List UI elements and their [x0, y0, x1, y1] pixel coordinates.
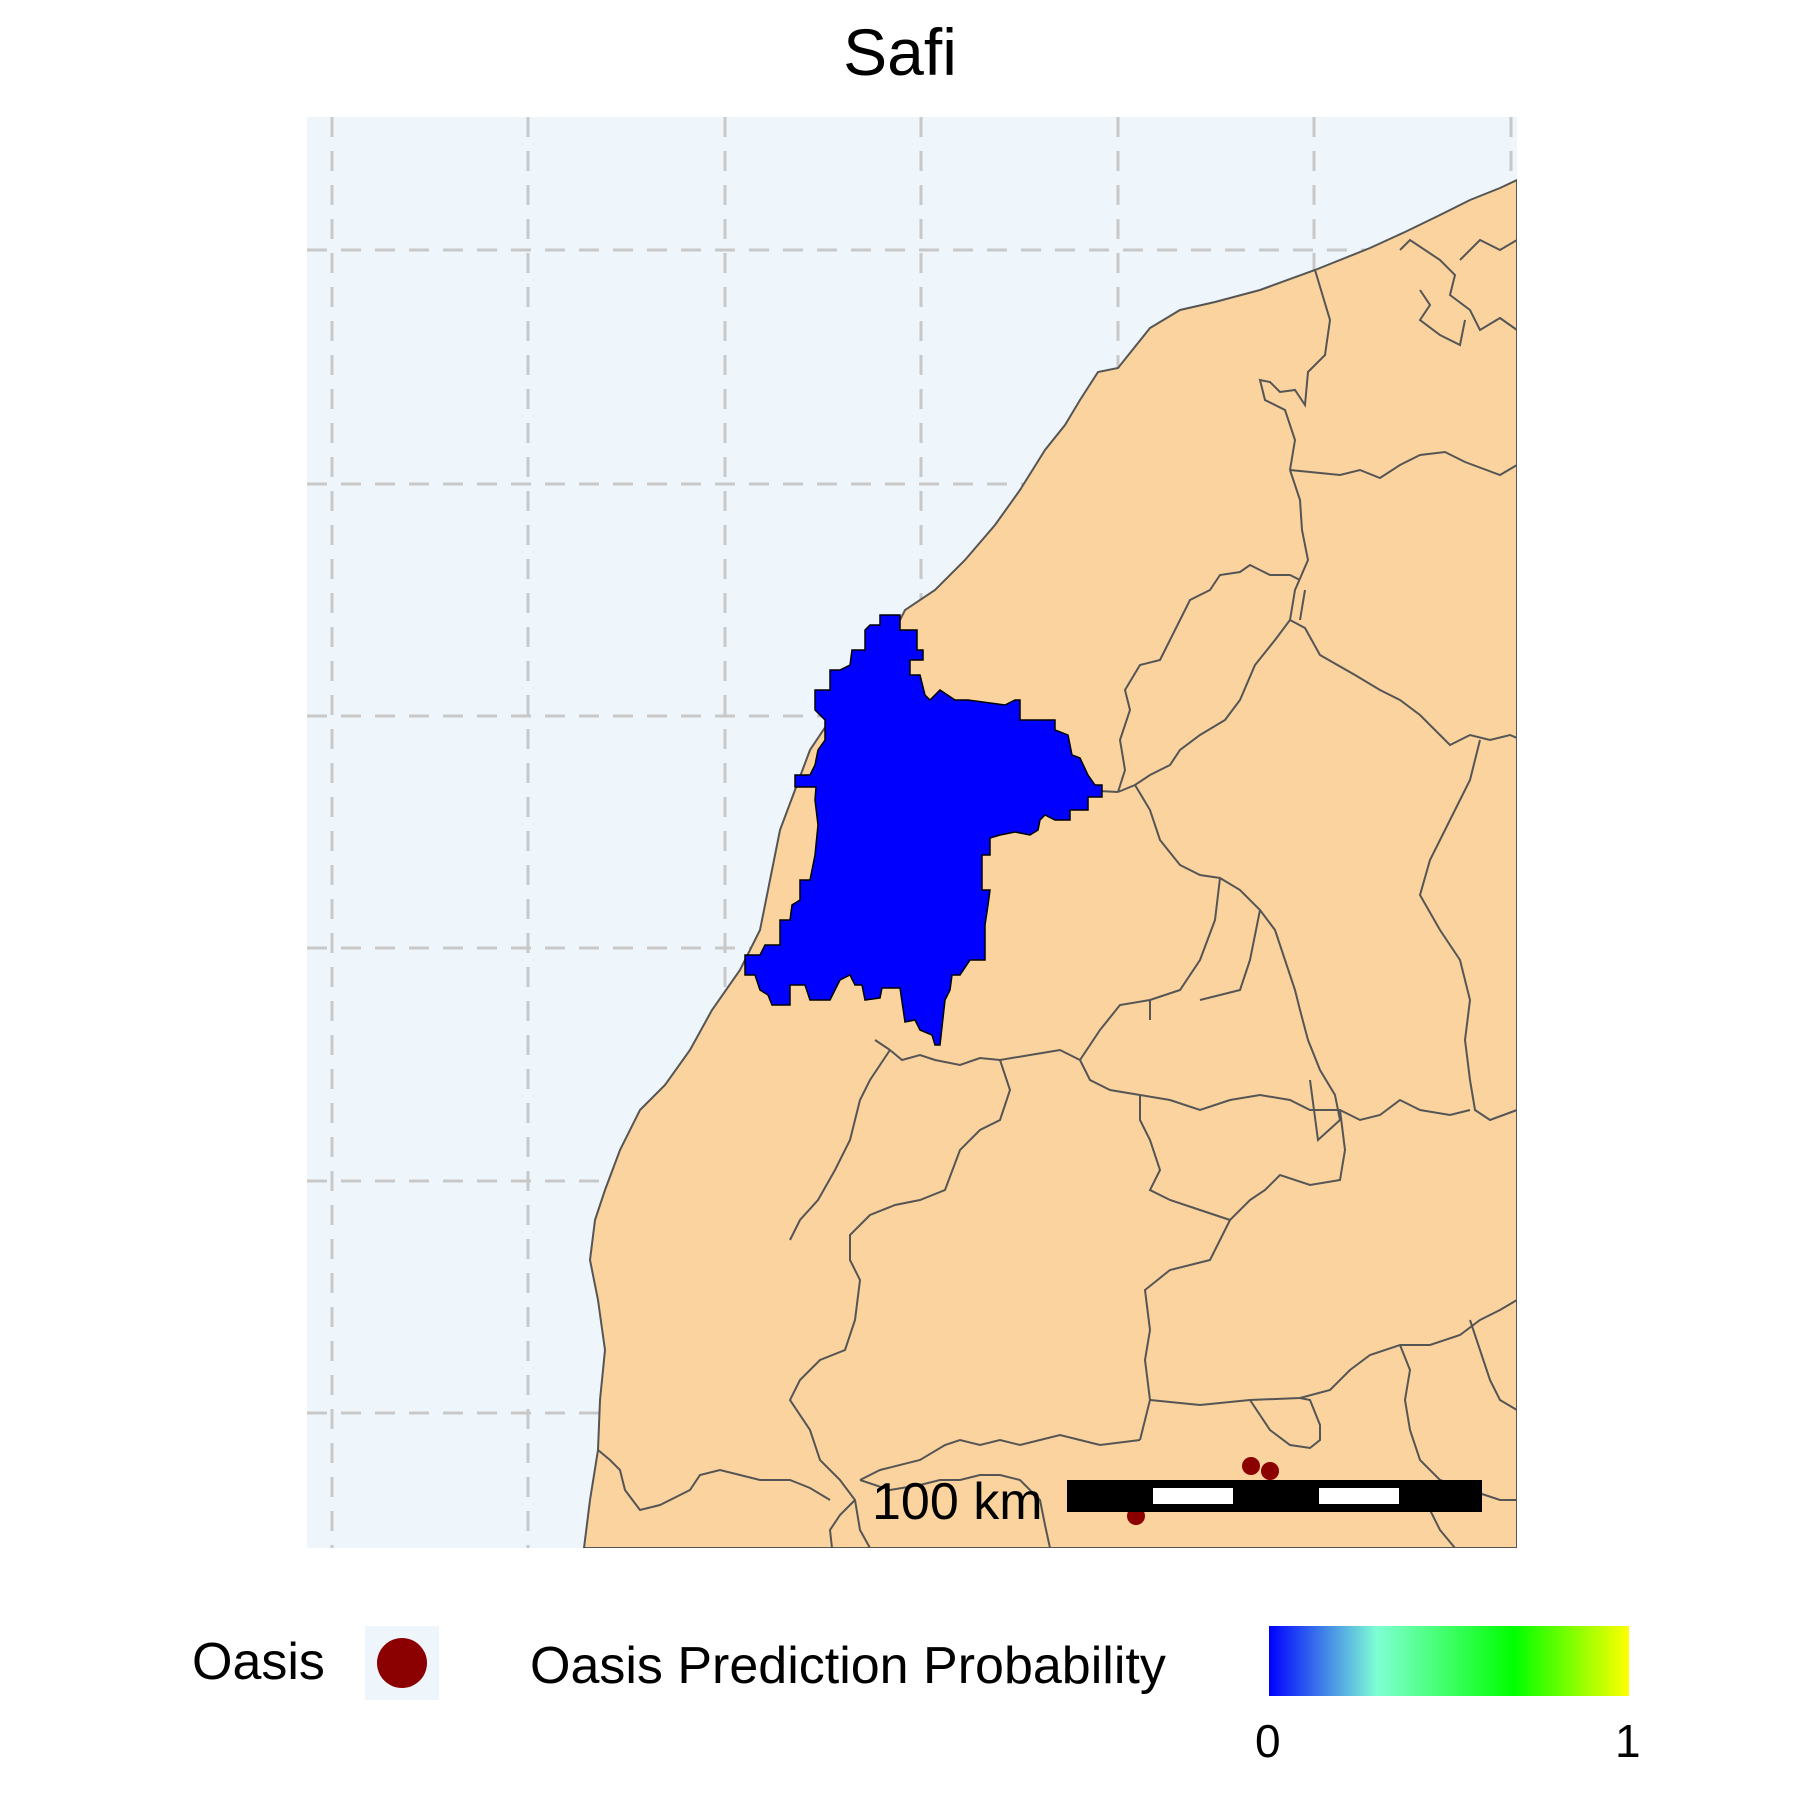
probability-legend-title: Oasis Prediction Probability [530, 1637, 1166, 1695]
scale-bar [1067, 1480, 1482, 1512]
oasis-legend-key [365, 1626, 439, 1700]
oasis-point [1261, 1462, 1279, 1480]
map-title: Safi [843, 15, 957, 89]
colorbar-max-label: 1 [1615, 1715, 1641, 1767]
scale-bar-label: 100 km [872, 1473, 1043, 1531]
oasis-point-icon [377, 1638, 427, 1688]
oasis-legend-label: Oasis [192, 1633, 325, 1691]
oasis-point [1242, 1457, 1260, 1475]
colorbar-min-label: 0 [1255, 1715, 1281, 1767]
prediction-region-safi [744, 614, 1103, 1046]
probability-colorbar [1269, 1626, 1629, 1696]
admin-borders [597, 238, 1517, 1548]
